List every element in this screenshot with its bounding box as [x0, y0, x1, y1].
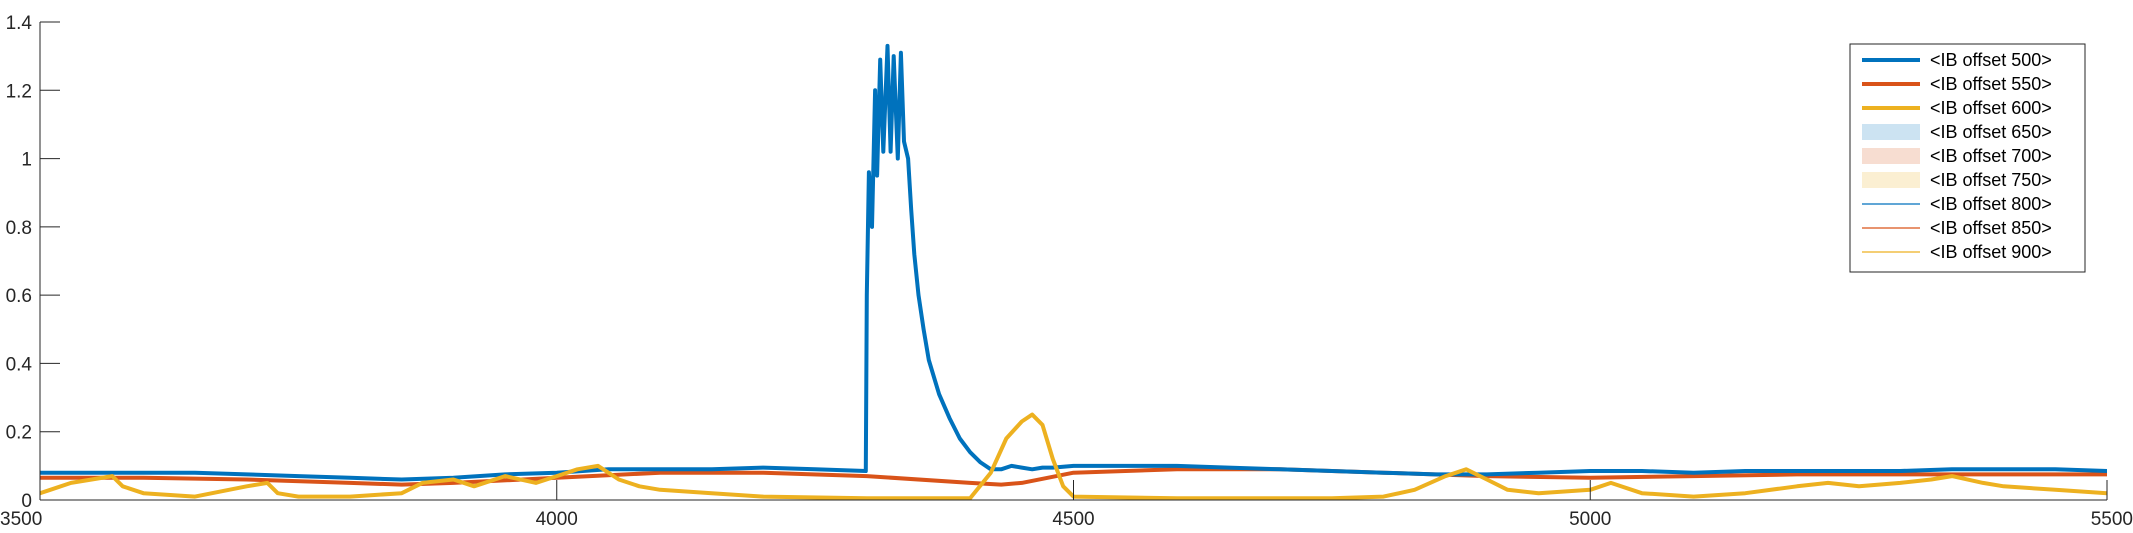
legend-label: <IB offset 800> [1930, 194, 2052, 214]
axes: 0 0.2 0.4 0.6 0.8 1 1.2 1.4 3500 4000 4500 5000 5500 [0, 13, 2133, 530]
x-tick-label: 5500 [2091, 509, 2133, 530]
plot-area [40, 43, 2107, 500]
legend-label: <IB offset 550> [1930, 74, 2052, 94]
legend: <IB offset 500> <IB offset 550> <IB offset… [1849, 43, 2086, 273]
y-tick-label: 0.2 [6, 423, 32, 444]
legend-label: <IB offset 650> [1930, 122, 2052, 142]
series-ib-offset-500-line [40, 43, 2107, 482]
y-tick-label: 0 [21, 491, 32, 512]
legend-label: <IB offset 500> [1930, 50, 2052, 70]
legend-swatch [1862, 148, 1920, 164]
y-tick-label: 1 [21, 150, 32, 171]
legend-label: <IB offset 750> [1930, 170, 2052, 190]
y-tick-label: 1.2 [6, 81, 32, 102]
series-ib-offset-600-line [40, 412, 2107, 500]
x-tick-label: 3500 [0, 509, 42, 530]
x-tick-label: 4000 [536, 509, 578, 530]
y-tick-label: 1.4 [6, 13, 33, 34]
legend-label: <IB offset 600> [1930, 98, 2052, 118]
y-tick-label: 0.8 [6, 218, 32, 239]
y-tick-label: 0.6 [6, 286, 32, 307]
legend-swatch [1862, 172, 1920, 188]
x-tick-label: 4500 [1052, 509, 1094, 530]
y-tick-label: 0.4 [6, 354, 33, 375]
legend-label: <IB offset 850> [1930, 218, 2052, 238]
series-ib-offset-550-line [40, 467, 2107, 487]
legend-label: <IB offset 900> [1930, 242, 2052, 262]
legend-swatch [1862, 124, 1920, 140]
series-group [40, 43, 2107, 500]
x-tick-label: 5000 [1569, 509, 1611, 530]
legend-label: <IB offset 700> [1930, 146, 2052, 166]
